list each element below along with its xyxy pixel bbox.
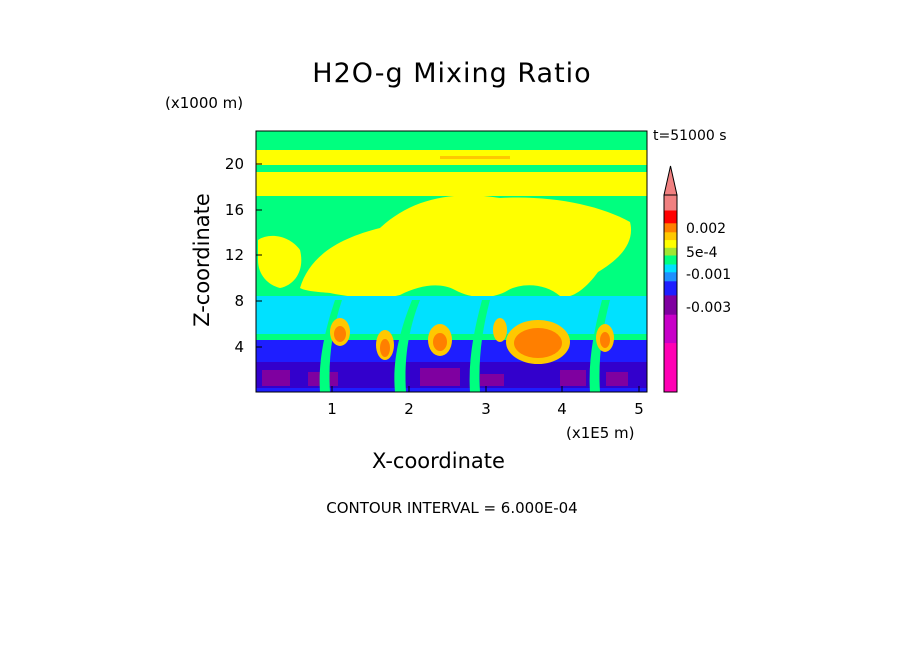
yellow-plume [300, 195, 632, 298]
y-tick-label: 20 [225, 155, 244, 173]
colorbar-cell [664, 223, 677, 233]
colorbar-cell [664, 343, 677, 393]
chart-title: H2O-g Mixing Ratio [312, 58, 592, 89]
green-streak-3 [469, 300, 490, 392]
x-tick-label: 3 [481, 400, 491, 418]
colorbar-label: 0.002 [686, 221, 726, 237]
yellow-band-upper [256, 172, 647, 196]
purple-patch-5 [560, 370, 586, 386]
x-tick-label: 2 [404, 400, 414, 418]
orange-cell-2-core [380, 339, 390, 357]
y-axis-label: Z-coordinate [190, 193, 214, 327]
colorbar-cell [664, 232, 677, 241]
contour-interval-note: CONTOUR INTERVAL = 6.000E-04 [326, 499, 578, 517]
orange-cell-4-core [514, 328, 562, 358]
x-tick-label: 4 [557, 400, 567, 418]
purple-patch-6 [606, 372, 628, 386]
green-streak-1 [319, 300, 342, 392]
x-axis-unit: (x1E5 m) [566, 424, 635, 442]
orange-cell-5-core [600, 332, 610, 348]
colorbar-label: 5e-4 [686, 245, 718, 261]
colorbar-cell [664, 295, 677, 316]
colorbar-cell [664, 314, 677, 344]
y-tick-label: 16 [225, 201, 244, 219]
colorbar-cell [664, 210, 677, 224]
y-axis-unit: (x1000 m) [165, 94, 244, 112]
purple-patch-1 [262, 370, 290, 386]
heatmap-field [255, 130, 648, 393]
green-streak-2 [394, 300, 420, 392]
yellow-left-lobe [258, 235, 302, 288]
colorbar-cell [664, 195, 677, 211]
y-tick-label: 8 [234, 292, 244, 310]
colorbar-extend-triangle [663, 165, 678, 196]
orange-streak-top [440, 156, 510, 159]
y-tick-label: 12 [225, 246, 244, 264]
colorbar-cell [664, 247, 677, 256]
colorbar-cell [664, 272, 677, 282]
plot-frame [255, 130, 648, 393]
orange-cell-6 [493, 318, 507, 342]
colorbar-label: -0.003 [686, 300, 731, 316]
x-axis-label: X-coordinate [372, 449, 505, 473]
colorbar: 0.002 5e-4 -0.001 -0.003 [663, 165, 731, 393]
time-label: t=51000 s [653, 128, 727, 144]
x-tick-label: 5 [634, 400, 644, 418]
colorbar-label: -0.001 [686, 267, 731, 283]
x-axis: 1 2 3 4 5 [327, 386, 644, 418]
colorbar-cell [664, 281, 677, 296]
y-tick-label: 4 [234, 338, 244, 356]
y-axis: 4 8 12 16 20 [225, 155, 262, 356]
x-tick-label: 1 [327, 400, 337, 418]
cyan-layer [256, 296, 647, 334]
colorbar-cell [664, 264, 677, 273]
orange-cell-1-core [334, 326, 346, 342]
colorbar-cells [664, 195, 677, 393]
colorbar-cell [664, 255, 677, 265]
purple-patch-3 [420, 368, 460, 386]
orange-cell-3-core [433, 333, 447, 351]
colorbar-cell [664, 240, 677, 249]
purple-patch-4 [480, 374, 504, 386]
colorbar-frame [663, 194, 678, 393]
